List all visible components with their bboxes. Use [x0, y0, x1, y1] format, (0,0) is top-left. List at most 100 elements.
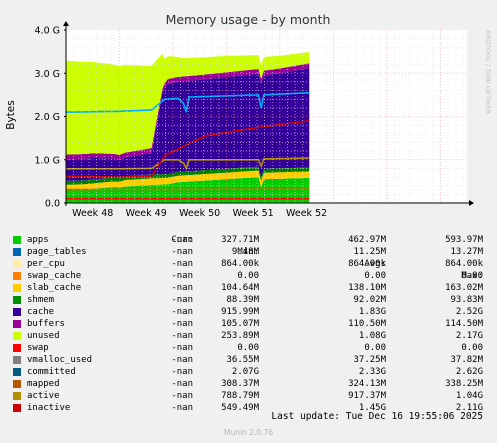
legend-table: Cur: Min: Avg: Max: apps -nan 327.71M 462.9… [0, 222, 497, 414]
stacked-areas [66, 52, 310, 203]
legend-name: per_cpu [27, 259, 65, 269]
legend-header-min: Min: [237, 247, 259, 257]
x-axis-arrow [469, 200, 474, 206]
legend-cur: -nan [171, 295, 193, 305]
legend-header-cur: Cur: [171, 235, 193, 245]
legend-avg: 37.25M [353, 355, 386, 365]
legend-row-swap: swap -nan 0.00 0.00 0.00 [0, 342, 497, 354]
legend-cur: -nan [171, 367, 193, 377]
legend-name: committed [27, 367, 76, 377]
legend-cur: -nan [171, 247, 193, 257]
legend-avg: 92.02M [353, 295, 386, 305]
area-cache [66, 68, 310, 181]
legend-cur: -nan [171, 235, 193, 245]
rrdtool-credit: RRDTOOL / TOBI OETIKER [484, 30, 492, 114]
legend-cur: -nan [171, 319, 193, 329]
legend-min: 308.37M [221, 379, 259, 389]
legend-swatch [13, 344, 21, 352]
legend-swatch [13, 368, 21, 376]
legend-min: 915.99M [221, 307, 259, 317]
x-tick-label: Week 52 [286, 208, 327, 219]
munin-version: Munin 2.0.76 [223, 428, 274, 437]
legend-avg: 462.97M [348, 235, 386, 245]
legend-name: unused [27, 331, 60, 341]
legend-header-max: Max: [461, 271, 483, 281]
y-tick-label: 0.0 [45, 199, 60, 210]
legend-min: 788.79M [221, 391, 259, 401]
line-committed [66, 91, 310, 113]
line-inactive [66, 120, 310, 178]
legend-row-swap_cache: swap_cache -nan 0.00 0.00 0.00 [0, 270, 497, 282]
legend-swatch [13, 380, 21, 388]
legend-row-cache: cache -nan 915.99M 1.83G 2.52G [0, 306, 497, 318]
x-tick-label: Week 49 [126, 208, 167, 219]
last-update: Last update: Tue Dec 16 19:55:06 2025 [271, 411, 483, 422]
area-shmem [66, 166, 310, 185]
legend-max: 2.11G [455, 403, 483, 413]
legend-max: 2.17G [455, 331, 483, 341]
legend-max: 1.04G [455, 391, 483, 401]
legend-row-unused: unused -nan 253.89M 1.08G 2.17G [0, 330, 497, 342]
grid [66, 30, 472, 203]
legend-name: swap_cache [27, 271, 82, 281]
x-tick-label: Week 50 [179, 208, 220, 219]
legend-max: 0.00 [461, 271, 483, 281]
legend-row-apps: apps -nan 327.71M 462.97M 593.97M [0, 234, 497, 246]
legend-avg: 138.10M [348, 283, 386, 293]
legend-max: 2.52G [455, 307, 483, 317]
x-tick-label: Week 48 [72, 208, 113, 219]
legend-row-inactive: inactive -nan 549.49M 1.45G 2.11G [0, 402, 497, 414]
legend-swatch [13, 404, 21, 412]
legend-cur: -nan [171, 391, 193, 401]
y-axis-label: Bytes [5, 100, 17, 129]
legend-row-per_cpu: per_cpu -nan 864.00k 864.00k 864.00k [0, 258, 497, 270]
legend-name: slab_cache [27, 283, 82, 293]
legend-max: 593.97M [445, 235, 483, 245]
chart-title: Memory usage - by month [166, 12, 331, 27]
legend-min: 549.49M [221, 403, 259, 413]
memory-chart: Memory usage - by month Bytes RRDTOOL / … [5, 12, 492, 219]
legend-name: inactive [27, 403, 71, 413]
legend-swatch [13, 320, 21, 328]
legend-max: 37.82M [450, 355, 483, 365]
legend-name: active [27, 391, 60, 401]
legend-min: 253.89M [221, 331, 259, 341]
legend-cur: -nan [171, 307, 193, 317]
legend-swatch [13, 356, 21, 364]
legend-avg: 110.50M [348, 319, 386, 329]
legend-avg: 0.00 [364, 271, 386, 281]
x-tick-label: Week 51 [233, 208, 274, 219]
legend-max: 93.83M [450, 295, 483, 305]
legend-max: 864.00k [445, 259, 483, 269]
y-axis-arrow [63, 21, 69, 26]
legend-min: 864.00k [221, 259, 259, 269]
legend-row-active: active -nan 788.79M 917.37M 1.04G [0, 390, 497, 402]
legend-cur: -nan [171, 355, 193, 365]
y-tick-label: 4.0 G [35, 26, 61, 37]
legend-cur: -nan [171, 283, 193, 293]
legend-avg: 324.13M [348, 379, 386, 389]
legend-avg: 1.83G [358, 307, 386, 317]
legend-max: 114.50M [445, 319, 483, 329]
legend-min: 0.00 [237, 343, 259, 353]
legend-avg: 1.08G [358, 331, 386, 341]
legend-min: 36.55M [226, 355, 259, 365]
legend-min: 9.48M [231, 247, 259, 257]
legend-swatch [13, 284, 21, 292]
legend-max: 163.02M [445, 283, 483, 293]
legend-swatch [13, 248, 21, 256]
legend-header-avg: Avg: [364, 259, 386, 269]
legend-row-committed: committed -nan 2.07G 2.33G 2.62G [0, 366, 497, 378]
legend-row-buffers: buffers -nan 105.07M 110.50M 114.50M [0, 318, 497, 330]
legend-name: swap [27, 343, 49, 353]
legend-max: 2.62G [455, 367, 483, 377]
legend-name: buffers [27, 319, 65, 329]
legend-min: 104.64M [221, 283, 259, 293]
y-tick-label: 2.0 G [35, 112, 61, 123]
legend-avg: 11.25M [353, 247, 386, 257]
legend-max: 338.25M [445, 379, 483, 389]
area-slab_cache [66, 170, 310, 190]
axes: 0.0 1.0 G 2.0 G 3.0 G 4.0 G Week 48 Week 49 Wee… [35, 21, 474, 219]
legend-max: 0.00 [461, 343, 483, 353]
legend-min: 327.71M [221, 235, 259, 245]
